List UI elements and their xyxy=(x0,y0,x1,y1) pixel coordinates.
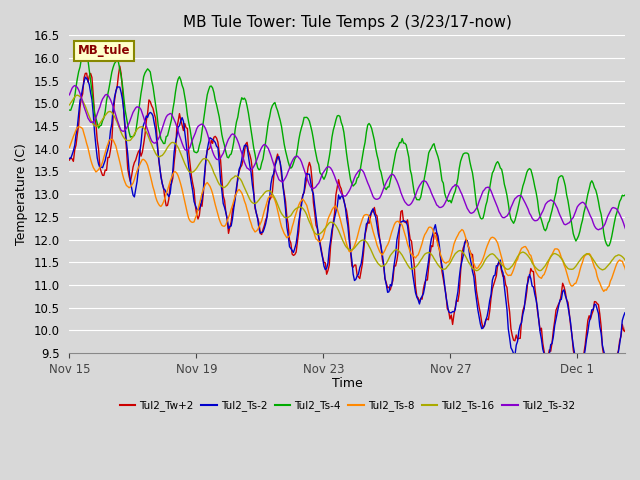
Tul2_Ts-16 xyxy=(74,92,81,98)
Tul2_Tw+2 xyxy=(592,299,600,305)
Tul2_Ts-16 xyxy=(592,260,600,266)
Legend: Tul2_Tw+2, Tul2_Ts-2, Tul2_Ts-4, Tul2_Ts-8, Tul2_Ts-16, Tul2_Ts-32: Tul2_Tw+2, Tul2_Ts-2, Tul2_Ts-4, Tul2_Ts… xyxy=(115,396,579,416)
Tul2_Ts-4 xyxy=(463,150,471,156)
Tul2_Ts-2 xyxy=(463,238,471,243)
Tul2_Tw+2 xyxy=(519,308,527,313)
Tul2_Ts-32 xyxy=(507,204,515,210)
Tul2_Tw+2 xyxy=(541,355,549,360)
Tul2_Ts-4 xyxy=(636,248,640,254)
Tul2_Ts-32 xyxy=(519,196,527,202)
Tul2_Ts-4 xyxy=(637,248,640,253)
Tul2_Ts-32 xyxy=(65,92,73,98)
Tul2_Ts-16 xyxy=(398,252,406,258)
Tul2_Tw+2 xyxy=(109,113,117,119)
Tul2_Tw+2 xyxy=(463,238,471,244)
Tul2_Ts-8 xyxy=(398,222,406,228)
Tul2_Ts-8 xyxy=(111,140,118,146)
Tul2_Ts-8 xyxy=(519,245,527,251)
Line: Tul2_Ts-32: Tul2_Ts-32 xyxy=(69,85,640,236)
Tul2_Tw+2 xyxy=(637,355,640,360)
Tul2_Ts-8 xyxy=(591,264,598,270)
Tul2_Ts-2 xyxy=(81,74,89,80)
Tul2_Ts-2 xyxy=(507,345,515,350)
Text: MB_tule: MB_tule xyxy=(77,44,130,58)
Tul2_Ts-16 xyxy=(111,114,118,120)
Tul2_Ts-2 xyxy=(111,95,118,100)
Line: Tul2_Tw+2: Tul2_Tw+2 xyxy=(69,66,640,358)
Tul2_Ts-4 xyxy=(591,185,598,191)
Tul2_Ts-16 xyxy=(508,263,516,269)
Line: Tul2_Ts-16: Tul2_Ts-16 xyxy=(69,95,640,271)
Tul2_Ts-32 xyxy=(463,205,471,211)
Tul2_Ts-4 xyxy=(111,60,118,66)
Tul2_Ts-16 xyxy=(520,250,528,255)
Tul2_Tw+2 xyxy=(507,326,515,332)
Tul2_Ts-32 xyxy=(627,233,634,239)
Tul2_Ts-2 xyxy=(541,355,549,360)
X-axis label: Time: Time xyxy=(332,377,363,390)
Tul2_Ts-4 xyxy=(519,183,527,189)
Tul2_Ts-4 xyxy=(507,216,515,222)
Tul2_Ts-4 xyxy=(65,107,73,113)
Tul2_Ts-8 xyxy=(637,289,640,295)
Tul2_Ts-16 xyxy=(65,102,73,108)
Tul2_Ts-2 xyxy=(592,301,600,307)
Tul2_Tw+2 xyxy=(398,208,406,214)
Tul2_Ts-32 xyxy=(111,108,118,114)
Tul2_Ts-4 xyxy=(81,53,89,59)
Tul2_Ts-8 xyxy=(65,144,73,150)
Tul2_Ts-2 xyxy=(398,219,406,225)
Line: Tul2_Ts-4: Tul2_Ts-4 xyxy=(69,56,640,251)
Tul2_Ts-8 xyxy=(507,273,515,278)
Tul2_Ts-2 xyxy=(65,156,73,161)
Tul2_Tw+2 xyxy=(116,63,124,69)
Line: Tul2_Ts-8: Tul2_Ts-8 xyxy=(69,127,640,298)
Title: MB Tule Tower: Tule Temps 2 (3/23/17-now): MB Tule Tower: Tule Temps 2 (3/23/17-now… xyxy=(183,15,511,30)
Y-axis label: Temperature (C): Temperature (C) xyxy=(15,143,28,245)
Tul2_Ts-32 xyxy=(637,211,640,216)
Tul2_Tw+2 xyxy=(65,157,73,163)
Tul2_Ts-8 xyxy=(75,124,83,130)
Tul2_Ts-4 xyxy=(398,136,406,142)
Tul2_Ts-2 xyxy=(519,312,527,317)
Tul2_Ts-8 xyxy=(463,240,471,246)
Tul2_Ts-16 xyxy=(463,256,471,262)
Tul2_Ts-16 xyxy=(637,262,640,267)
Line: Tul2_Ts-2: Tul2_Ts-2 xyxy=(69,77,640,358)
Tul2_Ts-16 xyxy=(472,268,480,274)
Tul2_Ts-2 xyxy=(637,355,640,360)
Tul2_Ts-32 xyxy=(398,193,406,199)
Tul2_Ts-8 xyxy=(632,295,639,301)
Tul2_Ts-32 xyxy=(71,83,79,88)
Tul2_Ts-32 xyxy=(591,223,598,229)
